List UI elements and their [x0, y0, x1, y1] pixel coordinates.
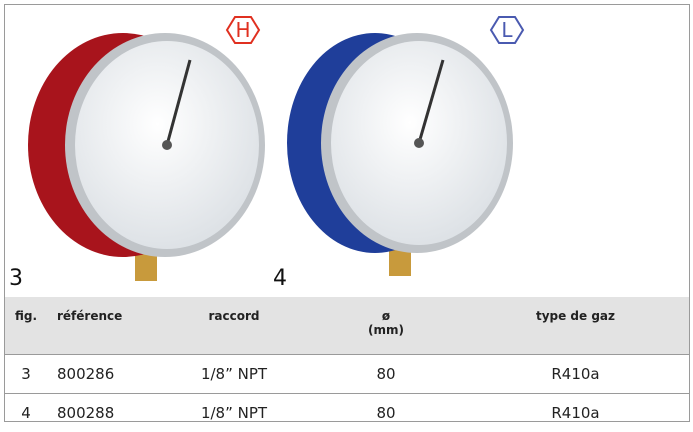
header-cell: référence	[47, 297, 158, 355]
table-cell: 800286	[47, 355, 158, 394]
table-cell: 3	[5, 355, 47, 394]
figures: H L 3 4	[5, 5, 689, 297]
header-cell: ø(mm)	[310, 297, 462, 355]
header-cell: fig.	[5, 297, 47, 355]
gauge-high: H	[28, 17, 265, 281]
table-cell: 80	[310, 355, 462, 394]
table-cell: 800288	[47, 394, 158, 432]
badge: H	[235, 18, 250, 42]
badge: L	[501, 18, 513, 42]
gauge-low: L	[287, 17, 523, 276]
header-row: fig. référence raccord ø(mm) type de gaz	[5, 297, 689, 355]
product-sheet: H L 3 4 fig. référence raccord ø(mm) typ…	[4, 4, 690, 422]
header-cell: type de gaz	[462, 297, 689, 355]
header-text: ø	[382, 309, 390, 323]
table-cell: 4	[5, 394, 47, 432]
table-cell: 80	[310, 394, 462, 432]
table-cell: R410a	[462, 355, 689, 394]
header-text: (mm)	[368, 323, 404, 337]
figure-label: 4	[273, 266, 287, 291]
header-cell: raccord	[158, 297, 310, 355]
spec-table: fig. référence raccord ø(mm) type de gaz…	[5, 297, 689, 432]
table-cell: R410a	[462, 394, 689, 432]
table-cell: 1/8” NPT	[158, 394, 310, 432]
table-cell: 1/8” NPT	[158, 355, 310, 394]
figure-label: 3	[9, 266, 23, 291]
